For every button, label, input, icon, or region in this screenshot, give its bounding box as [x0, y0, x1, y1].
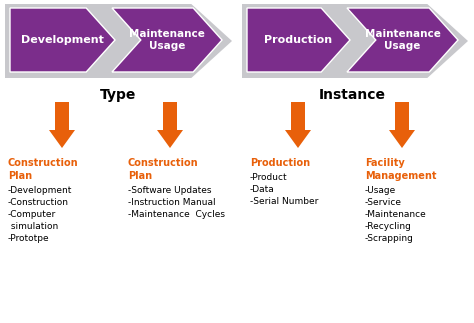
Text: Development: Development	[21, 35, 104, 45]
Text: Maintenance
Usage: Maintenance Usage	[365, 29, 440, 51]
Polygon shape	[49, 130, 75, 148]
Polygon shape	[347, 8, 458, 72]
Text: simulation: simulation	[8, 222, 58, 231]
Polygon shape	[389, 130, 415, 148]
Text: Plan: Plan	[8, 171, 32, 181]
Text: -Product: -Product	[250, 173, 288, 182]
Polygon shape	[247, 8, 350, 72]
Text: Construction: Construction	[128, 158, 199, 168]
Text: -Usage: -Usage	[365, 186, 396, 195]
Polygon shape	[5, 4, 232, 78]
Text: -Instruction Manual: -Instruction Manual	[128, 198, 216, 207]
Polygon shape	[112, 8, 222, 72]
Text: Production: Production	[264, 35, 333, 45]
Bar	[291, 102, 305, 130]
Polygon shape	[242, 4, 468, 78]
Bar	[163, 102, 177, 130]
Text: -Scrapping: -Scrapping	[365, 234, 414, 243]
Text: -Serial Number: -Serial Number	[250, 197, 319, 206]
Text: -Maintenance  Cycles: -Maintenance Cycles	[128, 210, 225, 219]
Bar	[395, 102, 409, 130]
Text: Facility: Facility	[365, 158, 405, 168]
Text: -Computer: -Computer	[8, 210, 56, 219]
Text: Instance: Instance	[319, 88, 385, 102]
Text: Production: Production	[250, 158, 310, 168]
Text: -Maintenance: -Maintenance	[365, 210, 427, 219]
Text: Plan: Plan	[128, 171, 152, 181]
Bar	[55, 102, 69, 130]
Text: -Service: -Service	[365, 198, 402, 207]
Polygon shape	[157, 130, 183, 148]
Polygon shape	[285, 130, 311, 148]
Text: -Construction: -Construction	[8, 198, 69, 207]
Text: Construction: Construction	[8, 158, 79, 168]
Polygon shape	[10, 8, 115, 72]
Text: Maintenance
Usage: Maintenance Usage	[129, 29, 205, 51]
Text: -Development: -Development	[8, 186, 73, 195]
Text: Type: Type	[100, 88, 136, 102]
Text: -Data: -Data	[250, 185, 275, 194]
Text: Management: Management	[365, 171, 437, 181]
Text: -Prototpe: -Prototpe	[8, 234, 50, 243]
Text: -Software Updates: -Software Updates	[128, 186, 211, 195]
Text: -Recycling: -Recycling	[365, 222, 412, 231]
